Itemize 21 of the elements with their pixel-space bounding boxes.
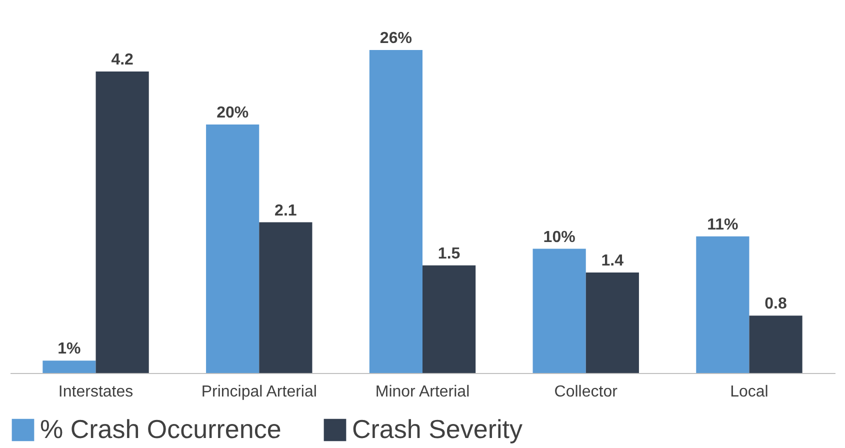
legend-label: Crash Severity — [352, 414, 522, 444]
data-label: 4.2 — [111, 52, 134, 69]
x-tick-label: Interstates — [58, 384, 134, 400]
data-label: 1% — [58, 340, 81, 358]
data-label: 26% — [380, 30, 412, 47]
data-label: 10% — [543, 228, 576, 246]
bar — [696, 236, 750, 373]
x-tick-label: Principal Arterial — [201, 384, 317, 400]
data-label: 2.1 — [274, 202, 297, 220]
data-label: 1.4 — [601, 252, 624, 270]
bar — [42, 360, 96, 373]
data-label: 11% — [707, 216, 738, 234]
x-tick-label: Local — [730, 384, 768, 400]
x-tick-label: Collector — [554, 384, 618, 400]
bar — [96, 72, 149, 373]
data-label: 0.8 — [764, 296, 787, 313]
data-label: 1.5 — [438, 245, 460, 262]
data-label: 20% — [216, 104, 249, 122]
x-tick-label: Minor Arterial — [375, 384, 470, 400]
legend-label: % Crash Occurrence — [40, 414, 282, 444]
bar — [369, 50, 422, 373]
